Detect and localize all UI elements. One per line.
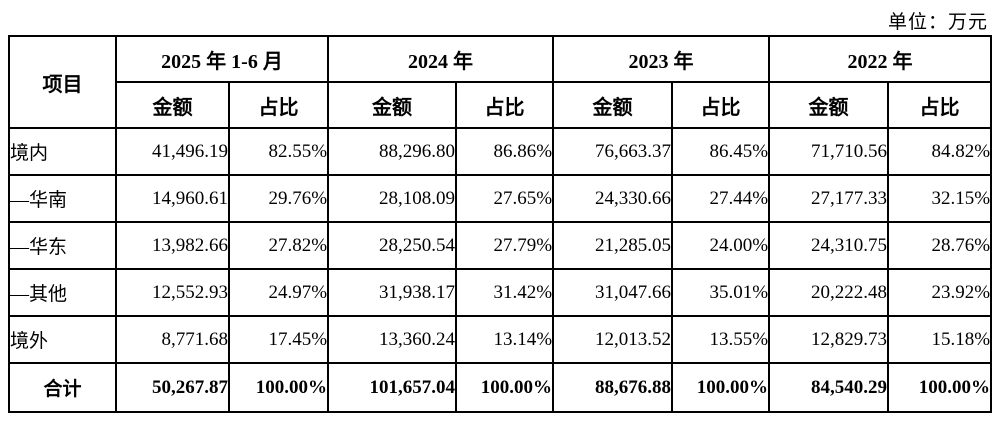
- cell-amount: 20,222.48: [768, 268, 890, 317]
- header-row-periods: 项目 2025 年 1-6 月 2024 年 2023 年 2022 年: [8, 35, 993, 129]
- cell-amount: 76,663.37: [552, 127, 674, 176]
- row-label: 境外: [8, 315, 117, 364]
- cell-amount: 28,108.09: [327, 174, 458, 223]
- cell-share: 24.00%: [671, 221, 771, 270]
- cell-share: 27.79%: [455, 221, 555, 270]
- cell-share: 35.01%: [671, 268, 771, 317]
- cell-share: 28.76%: [887, 221, 993, 270]
- period-header-2024: 2024 年: [327, 35, 555, 83]
- table-row-domestic: 境内 41,496.19 82.55% 88,296.80 86.86% 76,…: [8, 127, 993, 176]
- amount-header: 金额: [768, 81, 890, 129]
- cell-share: 86.45%: [671, 127, 771, 176]
- cell-amount: 88,296.80: [327, 127, 458, 176]
- cell-amount: 71,710.56: [768, 127, 890, 176]
- cell-amount: 13,982.66: [115, 221, 230, 270]
- cell-amount: 12,552.93: [115, 268, 230, 317]
- share-header: 占比: [887, 81, 993, 129]
- period-header-2023: 2023 年: [552, 35, 771, 83]
- cell-share: 82.55%: [227, 127, 330, 176]
- cell-share: 31.42%: [455, 268, 555, 317]
- amount-header: 金额: [552, 81, 674, 129]
- share-header: 占比: [227, 81, 330, 129]
- cell-share: 13.14%: [455, 315, 555, 364]
- cell-share: 32.15%: [887, 174, 993, 223]
- amount-header: 金额: [327, 81, 458, 129]
- cell-amount: 12,829.73: [768, 315, 890, 364]
- cell-share: 27.82%: [227, 221, 330, 270]
- cell-share: 17.45%: [227, 315, 330, 364]
- row-label: 境内: [8, 127, 117, 176]
- period-header-2025: 2025 年 1-6 月: [114, 35, 330, 83]
- item-header-cell: 项目: [8, 35, 117, 129]
- cell-amount: 21,285.05: [552, 221, 674, 270]
- row-label: —华南: [8, 174, 117, 223]
- cell-share: 84.82%: [887, 127, 993, 176]
- table-row-total: 合计 50,267.87 100.00% 101,657.04 100.00% …: [8, 362, 993, 413]
- cell-amount: 24,310.75: [768, 221, 890, 270]
- table-row-east-china: —华东 13,982.66 27.82% 28,250.54 27.79% 21…: [8, 221, 993, 270]
- cell-share: 29.76%: [227, 174, 330, 223]
- cell-amount: 50,267.87: [115, 362, 230, 413]
- revenue-by-region-table: 项目 2025 年 1-6 月 2024 年 2023 年 2022 年 金额 …: [8, 35, 993, 413]
- cell-share: 27.44%: [671, 174, 771, 223]
- unit-label: 单位：万元: [887, 12, 988, 33]
- cell-amount: 12,013.52: [552, 315, 674, 364]
- cell-share: 100.00%: [227, 362, 330, 413]
- row-label: —其他: [8, 268, 117, 317]
- period-header-2022: 2022 年: [768, 35, 993, 83]
- cell-amount: 101,657.04: [327, 362, 458, 413]
- cell-share: 23.92%: [887, 268, 993, 317]
- cell-amount: 41,496.19: [115, 127, 230, 176]
- share-header: 占比: [455, 81, 555, 129]
- cell-amount: 24,330.66: [552, 174, 674, 223]
- header-row-measures: 金额 占比 金额 占比 金额 占比 金额 占比: [9, 81, 993, 129]
- cell-amount: 31,938.17: [327, 268, 458, 317]
- cell-amount: 14,960.61: [115, 174, 230, 223]
- cell-amount: 27,177.33: [768, 174, 890, 223]
- cell-amount: 13,360.24: [327, 315, 458, 364]
- cell-amount: 8,771.68: [115, 315, 230, 364]
- cell-share: 100.00%: [671, 362, 771, 413]
- cell-amount: 88,676.88: [552, 362, 674, 413]
- cell-share: 86.86%: [455, 127, 555, 176]
- share-header: 占比: [671, 81, 771, 129]
- row-label: —华东: [8, 221, 117, 270]
- cell-share: 24.97%: [227, 268, 330, 317]
- cell-share: 100.00%: [455, 362, 555, 413]
- row-label: 合计: [8, 362, 117, 413]
- cell-amount: 84,540.29: [768, 362, 890, 413]
- cell-amount: 31,047.66: [552, 268, 674, 317]
- table-row-south-china: —华南 14,960.61 29.76% 28,108.09 27.65% 24…: [8, 174, 993, 223]
- cell-share: 27.65%: [455, 174, 555, 223]
- cell-share: 100.00%: [887, 362, 993, 413]
- cell-amount: 28,250.54: [327, 221, 458, 270]
- amount-header: 金额: [115, 81, 230, 129]
- table-row-overseas: 境外 8,771.68 17.45% 13,360.24 13.14% 12,0…: [8, 315, 993, 364]
- cell-share: 13.55%: [671, 315, 771, 364]
- table-row-other: —其他 12,552.93 24.97% 31,938.17 31.42% 31…: [8, 268, 993, 317]
- cell-share: 15.18%: [887, 315, 993, 364]
